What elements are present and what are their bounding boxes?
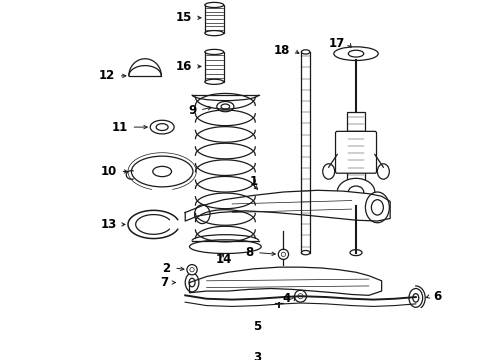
Text: 4: 4 (282, 292, 290, 305)
Ellipse shape (301, 50, 310, 54)
Circle shape (278, 249, 289, 260)
Ellipse shape (195, 205, 210, 224)
FancyBboxPatch shape (267, 335, 292, 354)
Circle shape (298, 294, 303, 299)
Circle shape (190, 267, 194, 272)
Text: 15: 15 (176, 11, 192, 24)
Text: 3: 3 (253, 351, 261, 360)
Text: 1: 1 (249, 175, 258, 188)
Ellipse shape (301, 251, 310, 255)
Ellipse shape (205, 3, 223, 8)
Text: 17: 17 (329, 37, 345, 50)
Ellipse shape (185, 273, 199, 292)
Ellipse shape (413, 294, 419, 302)
Circle shape (272, 317, 286, 330)
Ellipse shape (153, 166, 172, 177)
Circle shape (281, 252, 286, 256)
Bar (205, 5, 223, 33)
Circle shape (294, 290, 306, 302)
Text: 13: 13 (100, 218, 117, 231)
Text: 8: 8 (245, 246, 253, 259)
Circle shape (276, 321, 282, 326)
Text: 16: 16 (176, 60, 192, 73)
Ellipse shape (205, 31, 223, 36)
Text: 9: 9 (188, 104, 196, 117)
Ellipse shape (189, 278, 195, 287)
Ellipse shape (366, 192, 390, 223)
Text: 7: 7 (160, 276, 168, 289)
Ellipse shape (377, 164, 390, 179)
Text: 10: 10 (100, 165, 117, 178)
Bar (205, 52, 223, 82)
Ellipse shape (323, 164, 335, 179)
FancyBboxPatch shape (336, 131, 376, 173)
Text: 11: 11 (112, 121, 128, 134)
Polygon shape (190, 267, 382, 295)
Text: 6: 6 (434, 290, 442, 303)
Text: 12: 12 (99, 69, 115, 82)
Ellipse shape (337, 178, 375, 206)
Text: 18: 18 (274, 44, 290, 57)
Ellipse shape (273, 359, 285, 360)
Text: 14: 14 (216, 253, 232, 266)
Bar (347, 112, 365, 180)
Polygon shape (185, 190, 390, 221)
Ellipse shape (350, 249, 362, 256)
Ellipse shape (348, 50, 364, 57)
Ellipse shape (371, 200, 383, 215)
Ellipse shape (348, 186, 364, 198)
Ellipse shape (409, 288, 423, 307)
Ellipse shape (334, 47, 378, 60)
Ellipse shape (205, 49, 223, 54)
Ellipse shape (205, 79, 223, 84)
Ellipse shape (131, 156, 193, 187)
Text: 2: 2 (163, 261, 171, 275)
Circle shape (187, 265, 197, 275)
Text: 5: 5 (253, 320, 261, 333)
